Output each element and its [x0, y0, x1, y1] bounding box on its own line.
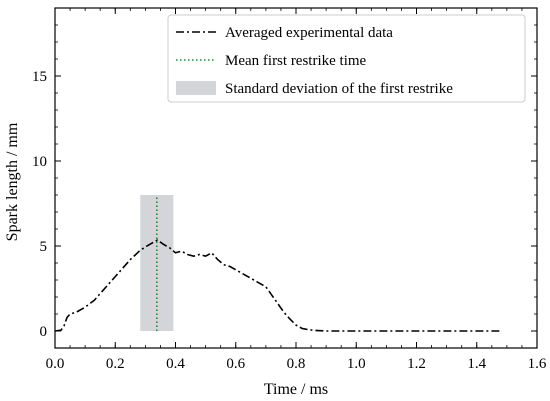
y-tick-label: 5	[40, 239, 48, 255]
averaged-data-line	[54, 239, 501, 332]
legend-label-mean-restrike: Mean first restrike time	[225, 53, 367, 69]
x-tick-label: 0.6	[226, 356, 245, 372]
x-tick-label: 1.0	[347, 356, 366, 372]
series-layer	[54, 195, 501, 332]
x-tick-label: 0.4	[166, 356, 185, 372]
legend-label-averaged-data: Averaged experimental data	[225, 25, 393, 41]
x-axis-label: Time / ms	[264, 381, 328, 398]
y-tick-label: 0	[40, 324, 48, 340]
legend-label-std-deviation: Standard deviation of the first restrike	[225, 81, 453, 97]
x-tick-label: 0.8	[287, 356, 306, 372]
y-tick-label: 10	[32, 154, 47, 170]
legend: Averaged experimental data Mean first re…	[167, 14, 526, 103]
x-axis: 0.0 0.2 0.4 0.6 0.8 1.0 1.2 1.4 1.6	[46, 8, 547, 372]
legend-swatch-std-deviation	[176, 81, 216, 95]
x-tick-label: 0.0	[46, 356, 65, 372]
y-axis-label: Spark length / mm	[4, 122, 21, 241]
x-tick-label: 1.2	[407, 356, 426, 372]
x-tick-label: 1.4	[467, 356, 486, 372]
y-tick-label: 15	[32, 69, 47, 85]
legend-box	[167, 14, 526, 103]
y-axis: 0 5 10 15	[32, 7, 537, 340]
x-tick-label: 0.2	[106, 356, 125, 372]
x-tick-label: 1.6	[528, 356, 547, 372]
